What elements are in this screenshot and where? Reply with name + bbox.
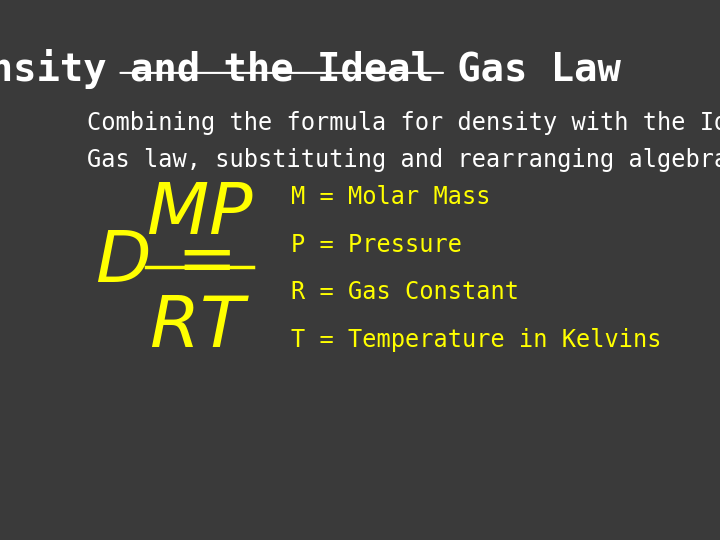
Text: $MP$: $MP$: [145, 178, 253, 248]
Text: R = Gas Constant: R = Gas Constant: [291, 280, 518, 304]
Text: P = Pressure: P = Pressure: [291, 233, 462, 256]
Text: $D\,=$: $D\,=$: [96, 227, 232, 297]
Text: Density and the Ideal Gas Law: Density and the Ideal Gas Law: [0, 49, 621, 89]
Text: T = Temperature in Kelvins: T = Temperature in Kelvins: [291, 328, 661, 352]
Text: Combining the formula for density with the Ideal: Combining the formula for density with t…: [86, 111, 720, 134]
Text: M = Molar Mass: M = Molar Mass: [291, 185, 490, 209]
Text: $RT$: $RT$: [149, 292, 250, 362]
Text: Gas law, substituting and rearranging algebraically:: Gas law, substituting and rearranging al…: [86, 148, 720, 172]
